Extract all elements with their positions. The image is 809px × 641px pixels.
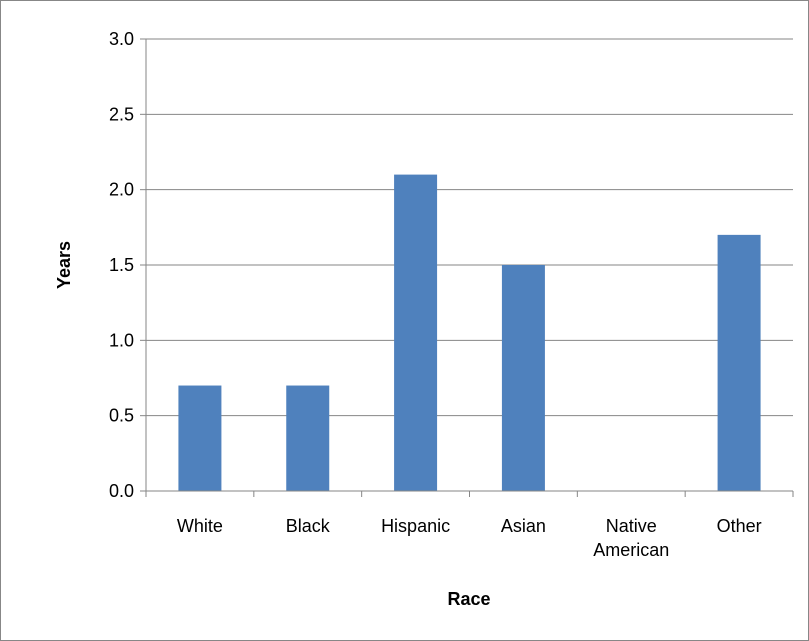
x-axis-title: Race	[447, 589, 490, 609]
bars	[178, 174, 761, 491]
gridlines	[146, 38, 793, 417]
bar	[178, 385, 222, 491]
y-tick-label: 1.5	[109, 255, 134, 275]
x-tick-label: Native American	[593, 516, 669, 560]
bar	[717, 234, 761, 491]
y-tick-label: 2.5	[109, 104, 134, 124]
x-tick-label: Black	[286, 516, 331, 536]
y-tick-label: 3.0	[109, 29, 134, 49]
x-tick-label: White	[177, 516, 223, 536]
y-tick-label: 1.0	[109, 330, 134, 350]
bar	[501, 265, 545, 491]
x-tick-label: Asian	[501, 516, 546, 536]
bar	[394, 174, 438, 491]
y-tick-label: 2.0	[109, 180, 134, 200]
tick-labels: 0.0 0.5 1.0 1.5 2.0 2.5 3.0 White Black Hispanic A…	[109, 29, 762, 560]
y-tick-label: 0.5	[109, 406, 134, 426]
axes	[140, 38, 794, 497]
bar	[286, 385, 330, 491]
y-tick-label: 0.0	[109, 481, 134, 501]
y-axis-title: Years	[54, 241, 74, 289]
x-tick-label: Hispanic	[381, 516, 450, 536]
x-tick-label: Other	[717, 516, 762, 536]
